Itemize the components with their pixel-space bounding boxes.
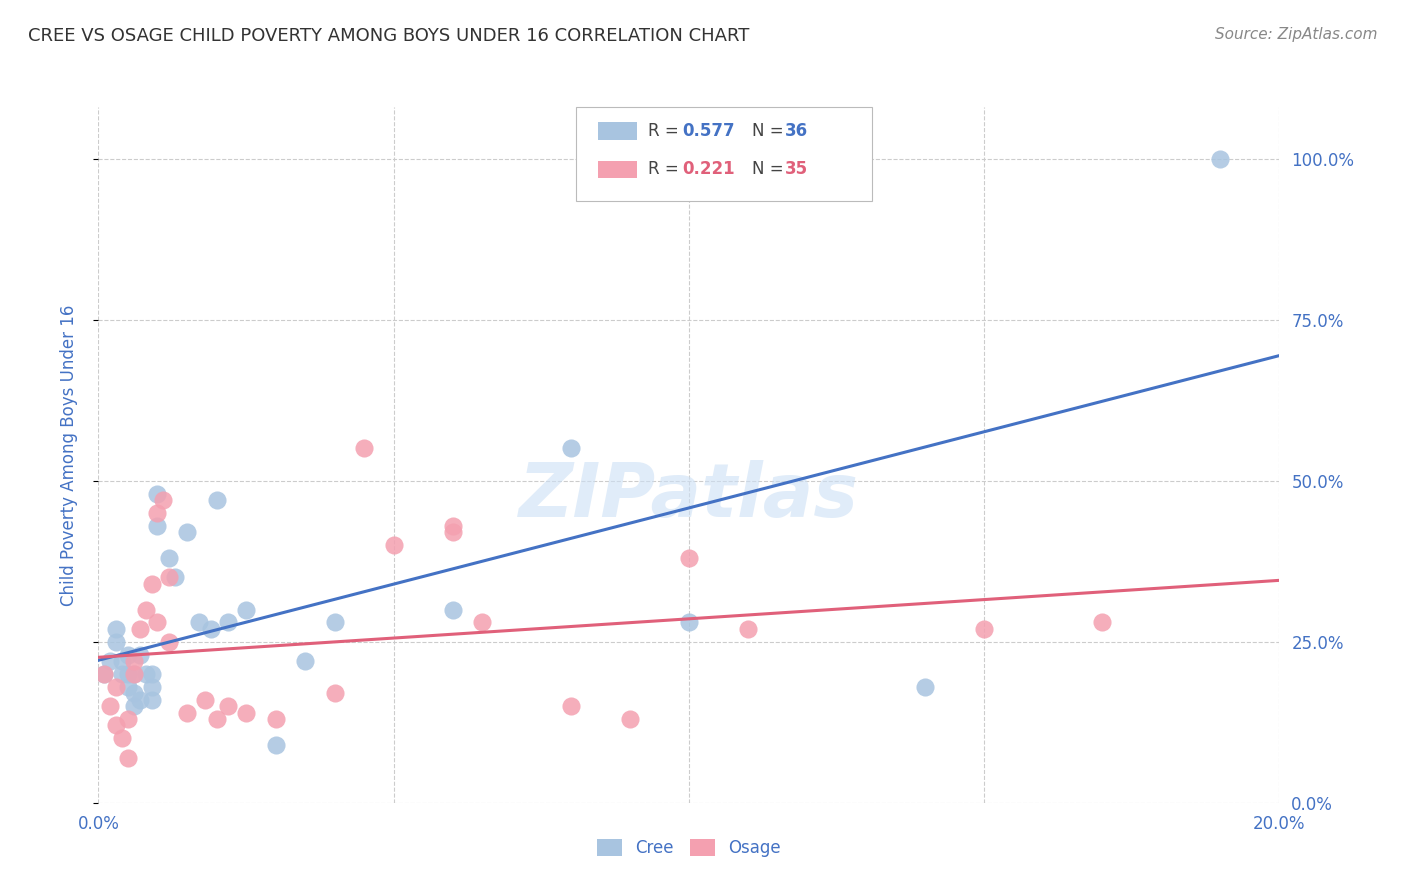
Point	[152, 493, 174, 508]
Point	[93, 667, 115, 681]
Point	[205, 493, 228, 508]
Point	[176, 525, 198, 540]
Text: ZIPatlas: ZIPatlas	[519, 460, 859, 533]
Point	[146, 615, 169, 630]
Point	[135, 602, 157, 616]
Point	[323, 686, 346, 700]
Point	[141, 576, 163, 591]
Point	[93, 667, 115, 681]
Point	[264, 712, 287, 726]
Point	[205, 712, 228, 726]
Point	[441, 518, 464, 533]
Point	[135, 667, 157, 681]
Point	[165, 570, 187, 584]
Point	[200, 622, 222, 636]
Point	[619, 712, 641, 726]
Text: R =: R =	[648, 122, 685, 140]
Point	[1209, 152, 1232, 166]
Point	[678, 551, 700, 566]
Point	[382, 538, 405, 552]
Point	[117, 712, 139, 726]
Point	[157, 570, 180, 584]
Text: CREE VS OSAGE CHILD POVERTY AMONG BOYS UNDER 16 CORRELATION CHART: CREE VS OSAGE CHILD POVERTY AMONG BOYS U…	[28, 27, 749, 45]
Point	[111, 731, 134, 746]
Point	[117, 667, 139, 681]
Point	[217, 699, 239, 714]
Point	[235, 602, 257, 616]
Point	[105, 718, 128, 732]
Point	[353, 442, 375, 456]
Point	[560, 699, 582, 714]
Point	[128, 692, 150, 706]
Point	[323, 615, 346, 630]
Point	[128, 648, 150, 662]
Text: N =: N =	[752, 161, 789, 178]
Point	[105, 634, 128, 648]
Point	[217, 615, 239, 630]
Point	[973, 622, 995, 636]
Point	[128, 622, 150, 636]
Text: 0.221: 0.221	[682, 161, 734, 178]
Point	[441, 602, 464, 616]
Point	[146, 486, 169, 500]
Point	[141, 692, 163, 706]
Point	[111, 654, 134, 668]
Point	[117, 750, 139, 764]
Y-axis label: Child Poverty Among Boys Under 16: Child Poverty Among Boys Under 16	[59, 304, 77, 606]
Point	[146, 518, 169, 533]
Text: R =: R =	[648, 161, 685, 178]
Legend: Cree, Osage: Cree, Osage	[591, 832, 787, 864]
Point	[294, 654, 316, 668]
Point	[141, 667, 163, 681]
Point	[105, 680, 128, 694]
Text: 0.577: 0.577	[682, 122, 734, 140]
Point	[678, 615, 700, 630]
Point	[157, 551, 180, 566]
Point	[122, 667, 145, 681]
Point	[264, 738, 287, 752]
Point	[141, 680, 163, 694]
Point	[122, 654, 145, 668]
Point	[111, 667, 134, 681]
Text: Source: ZipAtlas.com: Source: ZipAtlas.com	[1215, 27, 1378, 42]
Point	[98, 654, 121, 668]
Text: 36: 36	[785, 122, 807, 140]
Text: N =: N =	[752, 122, 789, 140]
Point	[105, 622, 128, 636]
Text: 35: 35	[785, 161, 807, 178]
Point	[187, 615, 209, 630]
Point	[146, 506, 169, 520]
Point	[471, 615, 494, 630]
Point	[117, 648, 139, 662]
Point	[122, 667, 145, 681]
Point	[194, 692, 217, 706]
Point	[1091, 615, 1114, 630]
Point	[441, 525, 464, 540]
Point	[117, 680, 139, 694]
Point	[176, 706, 198, 720]
Point	[737, 622, 759, 636]
Point	[122, 699, 145, 714]
Point	[157, 634, 180, 648]
Point	[122, 686, 145, 700]
Point	[560, 442, 582, 456]
Point	[98, 699, 121, 714]
Point	[914, 680, 936, 694]
Point	[235, 706, 257, 720]
